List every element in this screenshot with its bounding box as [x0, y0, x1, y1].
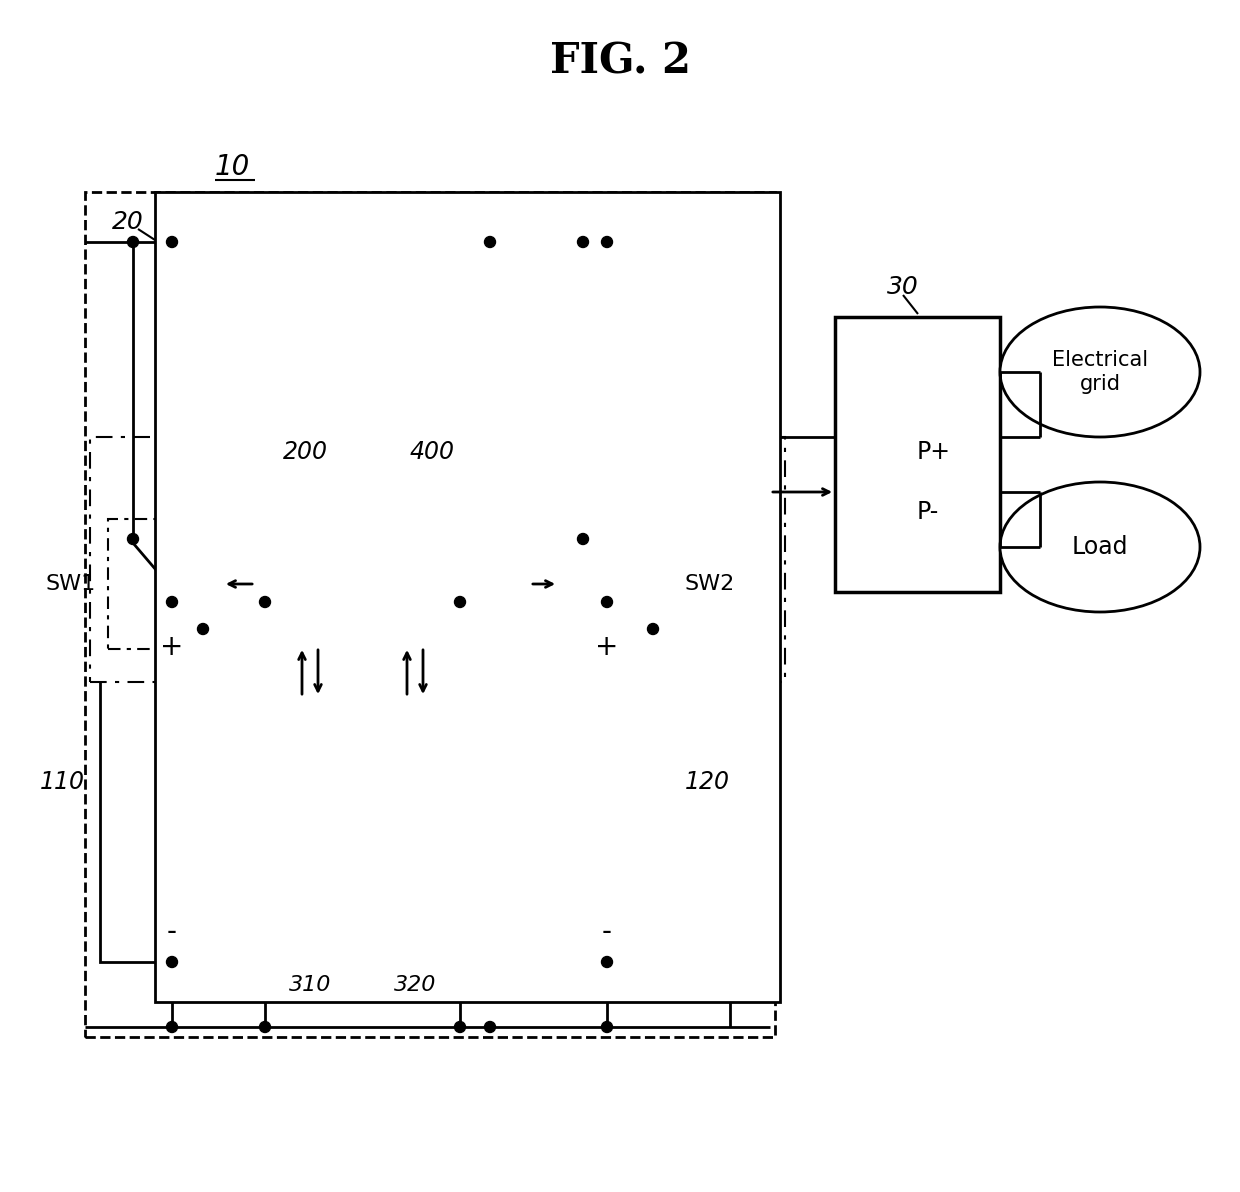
- Bar: [534, 602, 680, 962]
- Text: 110: 110: [40, 770, 86, 794]
- Text: 200: 200: [283, 440, 327, 464]
- Bar: [265, 697, 355, 962]
- Text: 10: 10: [215, 153, 250, 181]
- Bar: [835, 317, 999, 592]
- Text: SW2: SW2: [684, 575, 735, 594]
- Circle shape: [601, 596, 613, 608]
- Ellipse shape: [999, 482, 1200, 611]
- Circle shape: [259, 1022, 270, 1032]
- Circle shape: [166, 956, 177, 968]
- Circle shape: [259, 596, 270, 608]
- Text: P-: P-: [918, 499, 939, 524]
- Text: 400: 400: [409, 440, 455, 464]
- Text: SW1: SW1: [46, 575, 95, 594]
- Bar: [155, 192, 780, 1002]
- Circle shape: [601, 956, 613, 968]
- Circle shape: [578, 534, 589, 545]
- Ellipse shape: [999, 308, 1200, 437]
- Text: Load: Load: [1071, 535, 1128, 559]
- Circle shape: [455, 1022, 465, 1032]
- Text: FIG. 2: FIG. 2: [549, 41, 691, 83]
- Text: +: +: [595, 633, 619, 662]
- Circle shape: [578, 236, 589, 248]
- Text: 310: 310: [289, 975, 331, 995]
- Bar: [86, 192, 775, 1037]
- Bar: [558, 519, 673, 648]
- Bar: [370, 697, 460, 962]
- Circle shape: [166, 596, 177, 608]
- Text: +: +: [160, 633, 184, 662]
- Circle shape: [166, 236, 177, 248]
- Text: 20: 20: [112, 210, 144, 234]
- Circle shape: [455, 596, 465, 608]
- Circle shape: [128, 236, 139, 248]
- Circle shape: [128, 534, 139, 545]
- Text: P+: P+: [918, 440, 951, 464]
- Bar: [108, 519, 223, 648]
- Circle shape: [647, 623, 658, 634]
- Text: 30: 30: [887, 275, 919, 299]
- Text: -: -: [167, 918, 177, 946]
- Circle shape: [197, 623, 208, 634]
- Circle shape: [485, 1022, 496, 1032]
- Bar: [91, 437, 785, 682]
- Circle shape: [601, 1022, 613, 1032]
- Text: 120: 120: [684, 770, 730, 794]
- Circle shape: [485, 236, 496, 248]
- Text: 320: 320: [394, 975, 436, 995]
- Text: Electrical
grid: Electrical grid: [1052, 349, 1148, 395]
- Bar: [100, 602, 246, 962]
- Text: -: -: [601, 918, 613, 946]
- Circle shape: [166, 1022, 177, 1032]
- Circle shape: [601, 236, 613, 248]
- Bar: [255, 482, 529, 647]
